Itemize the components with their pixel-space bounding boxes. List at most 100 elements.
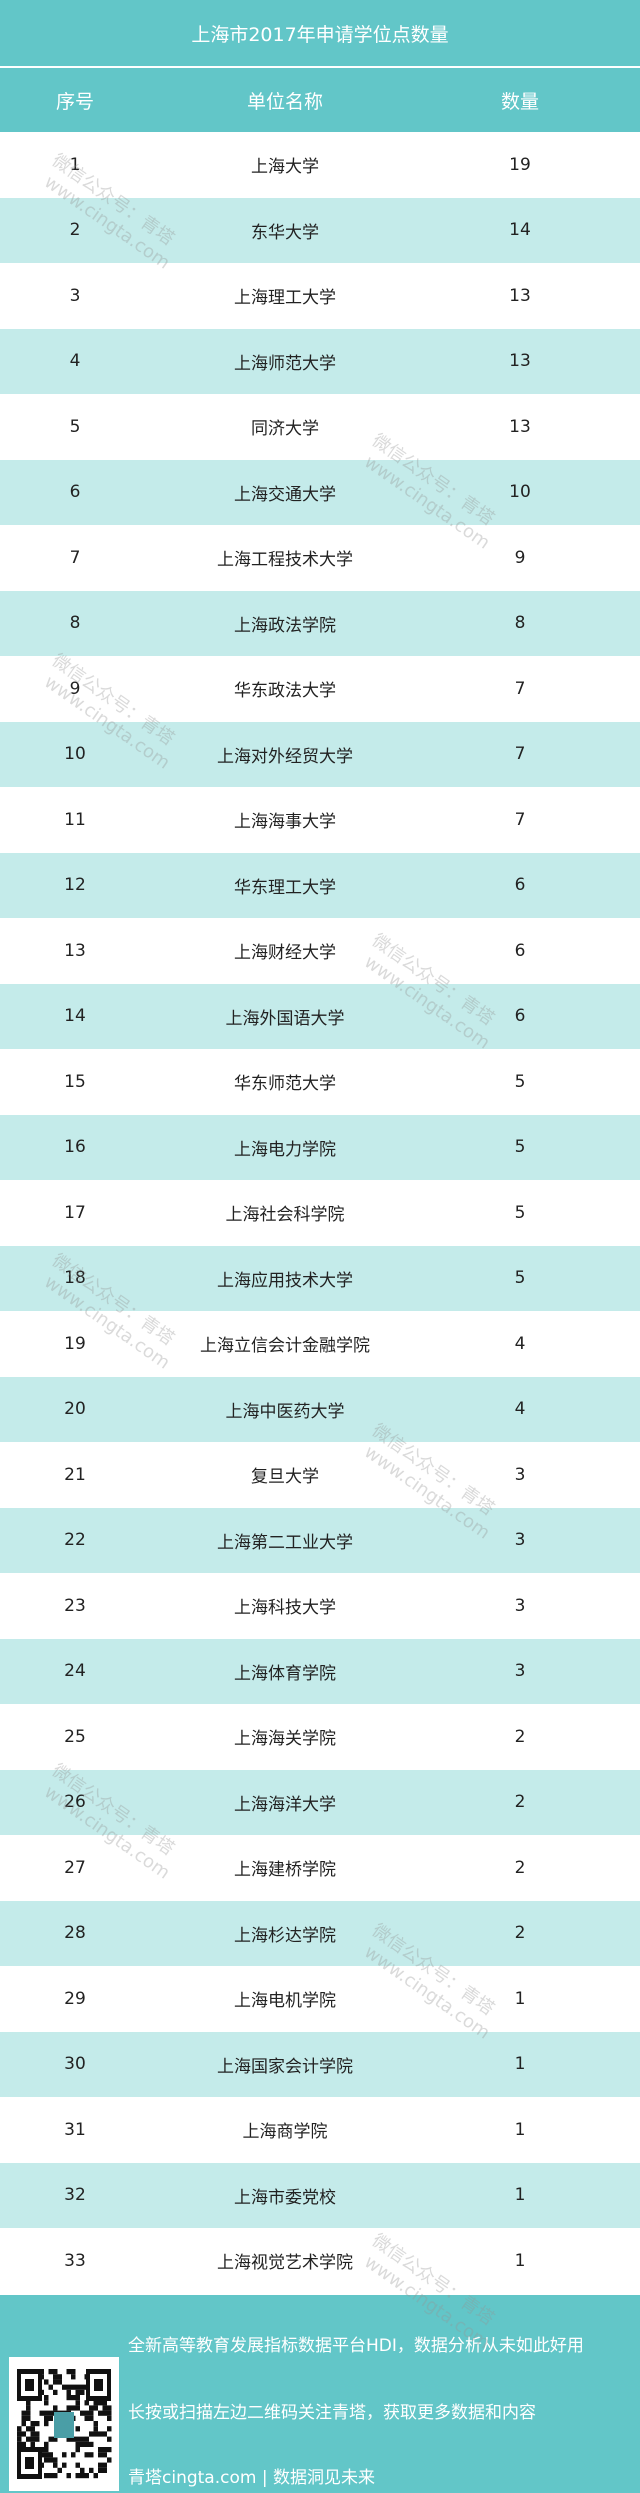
row-index: 13 xyxy=(64,940,86,961)
table-row: 22 上海第二工业大学 3 xyxy=(0,1507,640,1573)
table-row: 13 上海财经大学 6 xyxy=(0,918,640,984)
row-index: 22 xyxy=(64,1530,86,1551)
table-row: 31 上海商学院 1 xyxy=(0,2097,640,2163)
row-name: 上海视觉艺术学院 xyxy=(217,2253,353,2274)
row-name: 上海第二工业大学 xyxy=(217,1532,353,1553)
table-body: 1 上海大学 19 2 东华大学 14 3 上海理工大学 13 4 上海师范大学 13 5 同济大学 13 6… xyxy=(0,132,640,2294)
row-name: 上海社会科学院 xyxy=(225,1205,345,1226)
row-name: 上海外国语大学 xyxy=(225,1008,345,1029)
row-index: 31 xyxy=(64,2119,86,2140)
row-index: 20 xyxy=(64,1399,86,1420)
row-name: 上海中医药大学 xyxy=(225,1401,345,1422)
row-index: 3 xyxy=(69,285,81,306)
row-index: 18 xyxy=(64,1268,86,1289)
row-count: 5 xyxy=(514,1202,526,1223)
row-index: 11 xyxy=(64,809,86,830)
qr-code-icon xyxy=(9,2357,119,2491)
row-index: 26 xyxy=(64,1792,86,1813)
row-name: 上海市委党校 xyxy=(234,2187,336,2208)
row-name: 上海体育学院 xyxy=(234,1663,336,1684)
row-index: 5 xyxy=(69,416,81,437)
table-row: 25 上海海关学院 2 xyxy=(0,1704,640,1770)
table-row: 21 复旦大学 3 xyxy=(0,1442,640,1508)
row-count: 7 xyxy=(514,678,526,699)
table-row: 27 上海建桥学院 2 xyxy=(0,1835,640,1901)
row-count: 2 xyxy=(514,1923,526,1944)
row-count: 13 xyxy=(509,416,531,437)
row-count: 14 xyxy=(509,220,531,241)
table-row: 19 上海立信会计金融学院 4 xyxy=(0,1311,640,1377)
row-name: 华东师范大学 xyxy=(234,1074,336,1095)
table-row: 11 上海海事大学 7 xyxy=(0,787,640,853)
row-count: 9 xyxy=(514,547,526,568)
row-count: 6 xyxy=(514,940,526,961)
table-row: 2 东华大学 14 xyxy=(0,197,640,263)
table-row: 6 上海交通大学 10 xyxy=(0,459,640,525)
row-count: 1 xyxy=(514,1988,526,2009)
row-name: 上海财经大学 xyxy=(234,943,336,964)
table-row: 18 上海应用技术大学 5 xyxy=(0,1245,640,1311)
row-index: 8 xyxy=(69,613,81,634)
table-row: 8 上海政法学院 8 xyxy=(0,590,640,656)
row-index: 27 xyxy=(64,1857,86,1878)
footer-line-3: 青塔cingta.com | 数据洞见未来 xyxy=(128,2468,375,2488)
row-count: 2 xyxy=(514,1792,526,1813)
table-row: 30 上海国家会计学院 1 xyxy=(0,2031,640,2097)
row-name: 上海电机学院 xyxy=(234,1991,336,2012)
row-count: 3 xyxy=(514,1595,526,1616)
row-count: 2 xyxy=(514,1857,526,1878)
row-name: 上海海洋大学 xyxy=(234,1794,336,1815)
row-name: 华东理工大学 xyxy=(234,877,336,898)
row-index: 6 xyxy=(69,482,81,503)
row-index: 33 xyxy=(64,2250,86,2271)
row-index: 15 xyxy=(64,1071,86,1092)
row-count: 1 xyxy=(514,2250,526,2271)
table-row: 24 上海体育学院 3 xyxy=(0,1638,640,1704)
row-count: 1 xyxy=(514,2119,526,2140)
row-count: 7 xyxy=(514,744,526,765)
table-row: 10 上海对外经贸大学 7 xyxy=(0,721,640,787)
table-row: 33 上海视觉艺术学院 1 xyxy=(0,2228,640,2294)
row-index: 14 xyxy=(64,1006,86,1027)
table-row: 20 上海中医药大学 4 xyxy=(0,1376,640,1442)
row-index: 30 xyxy=(64,2054,86,2075)
row-name: 东华大学 xyxy=(251,222,319,243)
table-row: 26 上海海洋大学 2 xyxy=(0,1769,640,1835)
row-name: 上海政法学院 xyxy=(234,615,336,636)
table-row: 23 上海科技大学 3 xyxy=(0,1573,640,1639)
table-row: 9 华东政法大学 7 xyxy=(0,656,640,722)
row-count: 8 xyxy=(514,613,526,634)
table-row: 3 上海理工大学 13 xyxy=(0,263,640,329)
row-name: 上海师范大学 xyxy=(234,353,336,374)
row-count: 5 xyxy=(514,1071,526,1092)
row-name: 上海国家会计学院 xyxy=(217,2056,353,2077)
row-name: 上海立信会计金融学院 xyxy=(200,1336,370,1357)
col-count: 数量 xyxy=(500,90,539,113)
row-name: 上海建桥学院 xyxy=(234,1860,336,1881)
row-count: 7 xyxy=(514,809,526,830)
row-index: 21 xyxy=(64,1464,86,1485)
table-row: 17 上海社会科学院 5 xyxy=(0,1180,640,1246)
row-index: 32 xyxy=(64,2185,86,2206)
row-index: 9 xyxy=(69,678,81,699)
row-name: 上海工程技术大学 xyxy=(217,550,353,571)
row-count: 6 xyxy=(514,1006,526,1027)
col-index: 序号 xyxy=(55,90,94,113)
row-name: 上海商学院 xyxy=(242,2122,328,2143)
row-count: 3 xyxy=(514,1464,526,1485)
row-name: 上海海事大学 xyxy=(234,812,336,833)
row-index: 19 xyxy=(64,1333,86,1354)
row-name: 复旦大学 xyxy=(251,1467,319,1488)
footer-line-1: 全新高等教育发展指标数据平台HDI，数据分析从未如此好用 xyxy=(128,2336,584,2356)
row-count: 3 xyxy=(514,1530,526,1551)
row-name: 上海大学 xyxy=(251,157,319,178)
row-index: 7 xyxy=(69,547,81,568)
row-index: 2 xyxy=(69,220,81,241)
row-index: 12 xyxy=(64,875,86,896)
table-row: 32 上海市委党校 1 xyxy=(0,2162,640,2228)
footer-line-2: 长按或扫描左边二维码关注青塔，获取更多数据和内容 xyxy=(128,2403,536,2423)
row-index: 4 xyxy=(69,351,81,372)
row-count: 4 xyxy=(514,1333,526,1354)
col-name: 单位名称 xyxy=(246,90,323,113)
table-title: 上海市2017年申请学位点数量 xyxy=(0,0,640,68)
